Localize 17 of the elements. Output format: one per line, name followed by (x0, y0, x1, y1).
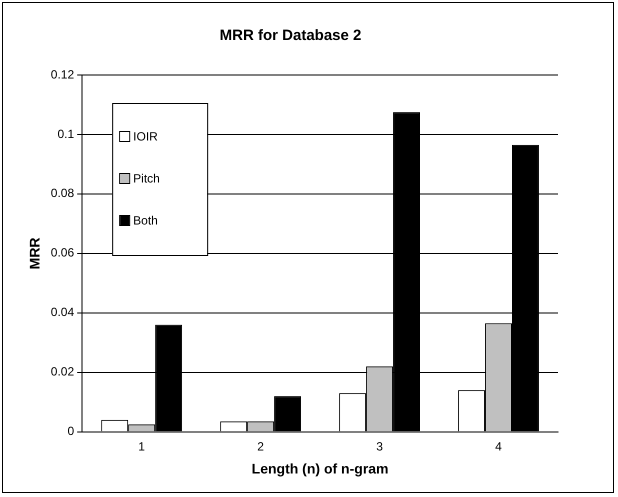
legend-label: Pitch (133, 171, 160, 186)
y-axis-title: MRR (26, 237, 42, 270)
y-tick-label: 0.02 (50, 364, 74, 379)
chart-title: MRR for Database 2 (220, 27, 362, 44)
y-tick-label: 0.06 (50, 246, 74, 260)
x-tick-label: 4 (495, 439, 502, 454)
x-tick-label: 3 (376, 439, 384, 454)
legend-label: IOIR (133, 129, 158, 144)
y-tick-label: 0 (67, 424, 74, 438)
y-tick-label: 0.04 (50, 305, 74, 320)
x-axis-title: Length (n) of n-gram (252, 460, 389, 476)
y-tick-label: 0.12 (50, 67, 74, 82)
legend-label: Both (133, 213, 158, 228)
y-tick-label: 0.08 (50, 186, 74, 200)
y-tick-label: 0.1 (57, 126, 74, 141)
x-tick-label: 1 (138, 439, 146, 454)
x-tick-label: 2 (257, 439, 264, 454)
